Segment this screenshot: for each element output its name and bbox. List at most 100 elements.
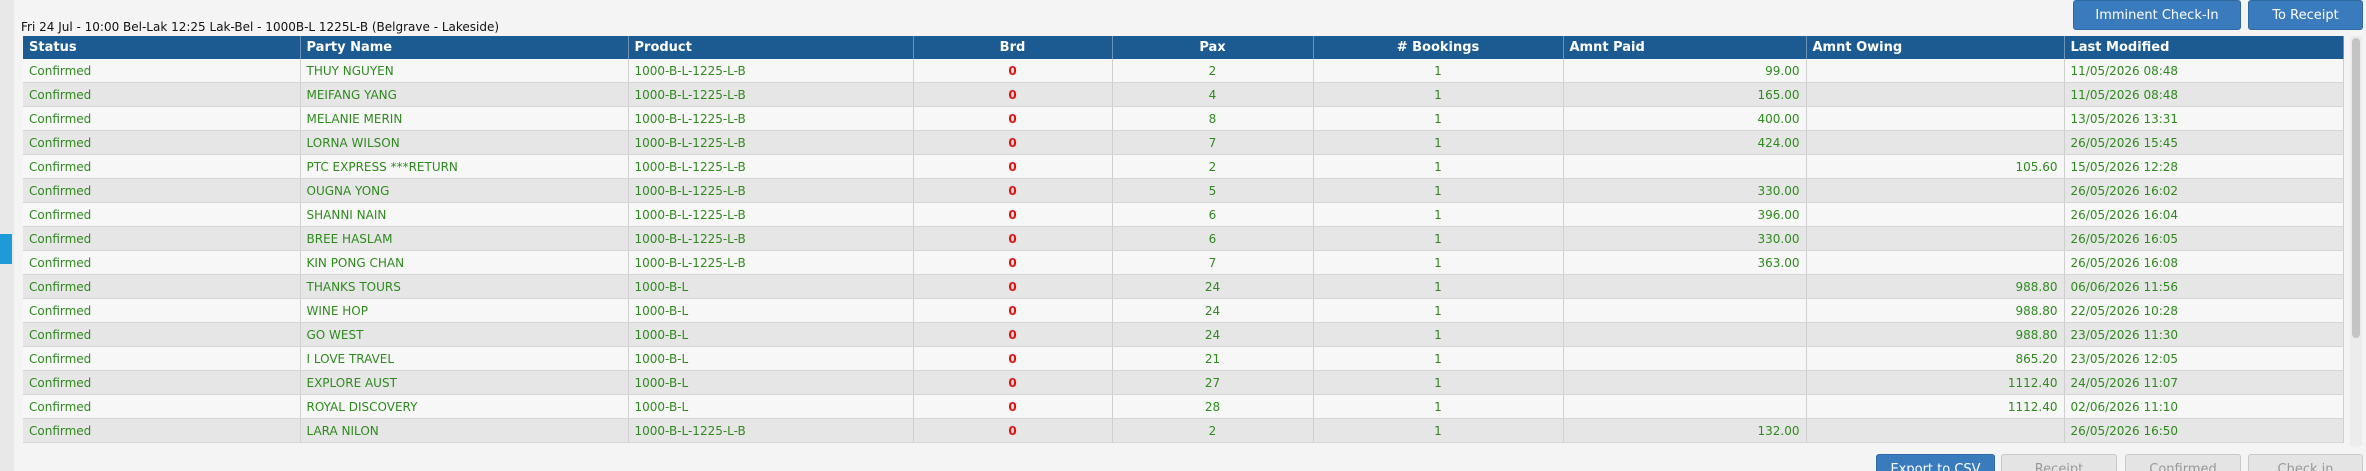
- amnt-owing-cell: 105.60: [1806, 154, 2065, 179]
- booking-row: Confirmed BREE HASLAM 1000-B-L-1225-L-B 0 6 1…: [23, 226, 2344, 251]
- product-cell: 1000-B-L: [628, 322, 914, 347]
- last-modified-cell: 26/05/2026 16:50: [2064, 418, 2344, 443]
- pax-cell: 27: [1112, 370, 1314, 395]
- pax-cell: 2: [1112, 59, 1314, 83]
- last-modified-cell: 11/05/2026 08:48: [2064, 59, 2344, 83]
- brd-cell: 0: [913, 346, 1113, 371]
- export-csv-button[interactable]: Export to CSV: [1876, 454, 1995, 471]
- last-modified-cell: 26/05/2026 16:08: [2064, 250, 2344, 275]
- party-name-cell: PTC EXPRESS ***RETURN: [300, 154, 629, 179]
- bookings-cell: 1: [1313, 346, 1564, 371]
- last-modified-cell: 23/05/2026 11:30: [2064, 322, 2344, 347]
- product-cell: 1000-B-L-1225-L-B: [628, 59, 914, 83]
- amnt-owing-cell: 988.80: [1806, 298, 2065, 323]
- product-cell: 1000-B-L-1225-L-B: [628, 82, 914, 107]
- column-header: Amnt Owing: [1806, 36, 2065, 59]
- pax-cell: 24: [1112, 298, 1314, 323]
- product-cell: 1000-B-L-1225-L-B: [628, 130, 914, 155]
- column-header: # Bookings: [1313, 36, 1564, 59]
- amnt-paid-cell: 99.00: [1563, 59, 1807, 83]
- booking-row: Confirmed THUY NGUYEN 1000-B-L-1225-L-B 0 2 1…: [23, 59, 2344, 83]
- product-cell: 1000-B-L: [628, 346, 914, 371]
- status-cell: Confirmed: [23, 106, 301, 131]
- amnt-paid-cell: 330.00: [1563, 226, 1807, 251]
- amnt-paid-cell: [1563, 346, 1807, 371]
- pax-cell: 6: [1112, 202, 1314, 227]
- last-modified-cell: 02/06/2026 11:10: [2064, 394, 2344, 419]
- amnt-owing-cell: [1806, 250, 2065, 275]
- product-cell: 1000-B-L-1225-L-B: [628, 154, 914, 179]
- amnt-owing-cell: 1112.40: [1806, 370, 2065, 395]
- amnt-paid-cell: 330.00: [1563, 178, 1807, 203]
- amnt-paid-cell: [1563, 154, 1807, 179]
- status-cell: Confirmed: [23, 202, 301, 227]
- bookings-table: Status Party Name Product Brd Pax # Bookings A…: [23, 36, 2344, 443]
- brd-cell: 0: [913, 298, 1113, 323]
- column-header: Status: [23, 36, 301, 59]
- party-name-cell: LORNA WILSON: [300, 130, 629, 155]
- booking-row: Confirmed LARA NILON 1000-B-L-1225-L-B 0 2 1 1…: [23, 418, 2344, 443]
- bookings-cell: 1: [1313, 178, 1564, 203]
- amnt-owing-cell: 1112.40: [1806, 394, 2065, 419]
- status-cell: Confirmed: [23, 59, 301, 83]
- product-cell: 1000-B-L-1225-L-B: [628, 106, 914, 131]
- status-cell: Confirmed: [23, 298, 301, 323]
- amnt-paid-cell: [1563, 274, 1807, 299]
- pax-cell: 21: [1112, 346, 1314, 371]
- bookings-cell: 1: [1313, 250, 1564, 275]
- column-header: Brd: [913, 36, 1113, 59]
- to-receipt-button[interactable]: To Receipt: [2248, 0, 2363, 30]
- imminent-checkin-button[interactable]: Imminent Check-In: [2073, 0, 2241, 30]
- amnt-paid-cell: 363.00: [1563, 250, 1807, 275]
- last-modified-cell: 26/05/2026 15:45: [2064, 130, 2344, 155]
- brd-cell: 0: [913, 418, 1113, 443]
- status-cell: Confirmed: [23, 130, 301, 155]
- booking-row: Confirmed SHANNI NAIN 1000-B-L-1225-L-B 0 6 1…: [23, 202, 2344, 227]
- pax-cell: 4: [1112, 82, 1314, 107]
- last-modified-cell: 24/05/2026 11:07: [2064, 370, 2344, 395]
- amnt-paid-cell: [1563, 370, 1807, 395]
- brd-cell: 0: [913, 226, 1113, 251]
- check-in-button[interactable]: Check in: [2248, 454, 2363, 471]
- bookings-cell: 1: [1313, 82, 1564, 107]
- product-cell: 1000-B-L-1225-L-B: [628, 418, 914, 443]
- booking-row: Confirmed PTC EXPRESS ***RETURN 1000-B-L-1…: [23, 154, 2344, 179]
- booking-row: Confirmed LORNA WILSON 1000-B-L-1225-L-B 0 7…: [23, 130, 2344, 155]
- column-header: Amnt Paid: [1563, 36, 1807, 59]
- last-modified-cell: 11/05/2026 08:48: [2064, 82, 2344, 107]
- product-cell: 1000-B-L: [628, 370, 914, 395]
- amnt-owing-cell: [1806, 130, 2065, 155]
- status-cell: Confirmed: [23, 178, 301, 203]
- brd-cell: 0: [913, 370, 1113, 395]
- amnt-paid-cell: [1563, 298, 1807, 323]
- confirmed-button[interactable]: Confirmed: [2125, 454, 2241, 471]
- brd-cell: 0: [913, 82, 1113, 107]
- booking-row: Confirmed EXPLORE AUST 1000-B-L 0 27 1 1112.40…: [23, 370, 2344, 395]
- amnt-paid-cell: 400.00: [1563, 106, 1807, 131]
- pax-cell: 8: [1112, 106, 1314, 131]
- run-caption: Fri 24 Jul - 10:00 Bel-Lak 12:25 Lak-Bel…: [21, 20, 500, 34]
- pax-cell: 28: [1112, 394, 1314, 419]
- pax-cell: 24: [1112, 322, 1314, 347]
- product-cell: 1000-B-L-1225-L-B: [628, 202, 914, 227]
- party-name-cell: WINE HOP: [300, 298, 629, 323]
- amnt-owing-cell: [1806, 226, 2065, 251]
- pax-cell: 7: [1112, 130, 1314, 155]
- scrollbar-thumb[interactable]: [2352, 38, 2360, 338]
- column-header: Party Name: [300, 36, 629, 59]
- amnt-owing-cell: [1806, 106, 2065, 131]
- product-cell: 1000-B-L-1225-L-B: [628, 226, 914, 251]
- booking-row: Confirmed WINE HOP 1000-B-L 0 24 1 988.80 22/05…: [23, 298, 2344, 323]
- bookings-cell: 1: [1313, 322, 1564, 347]
- party-name-cell: MEIFANG YANG: [300, 82, 629, 107]
- amnt-owing-cell: [1806, 202, 2065, 227]
- status-cell: Confirmed: [23, 274, 301, 299]
- party-name-cell: MELANIE MERIN: [300, 106, 629, 131]
- brd-cell: 0: [913, 59, 1113, 83]
- column-header: Last Modified: [2064, 36, 2344, 59]
- booking-row: Confirmed MELANIE MERIN 1000-B-L-1225-L-B 0…: [23, 106, 2344, 131]
- last-modified-cell: 26/05/2026 16:05: [2064, 226, 2344, 251]
- receipt-button[interactable]: Receipt: [2001, 454, 2117, 471]
- column-header: Pax: [1112, 36, 1314, 59]
